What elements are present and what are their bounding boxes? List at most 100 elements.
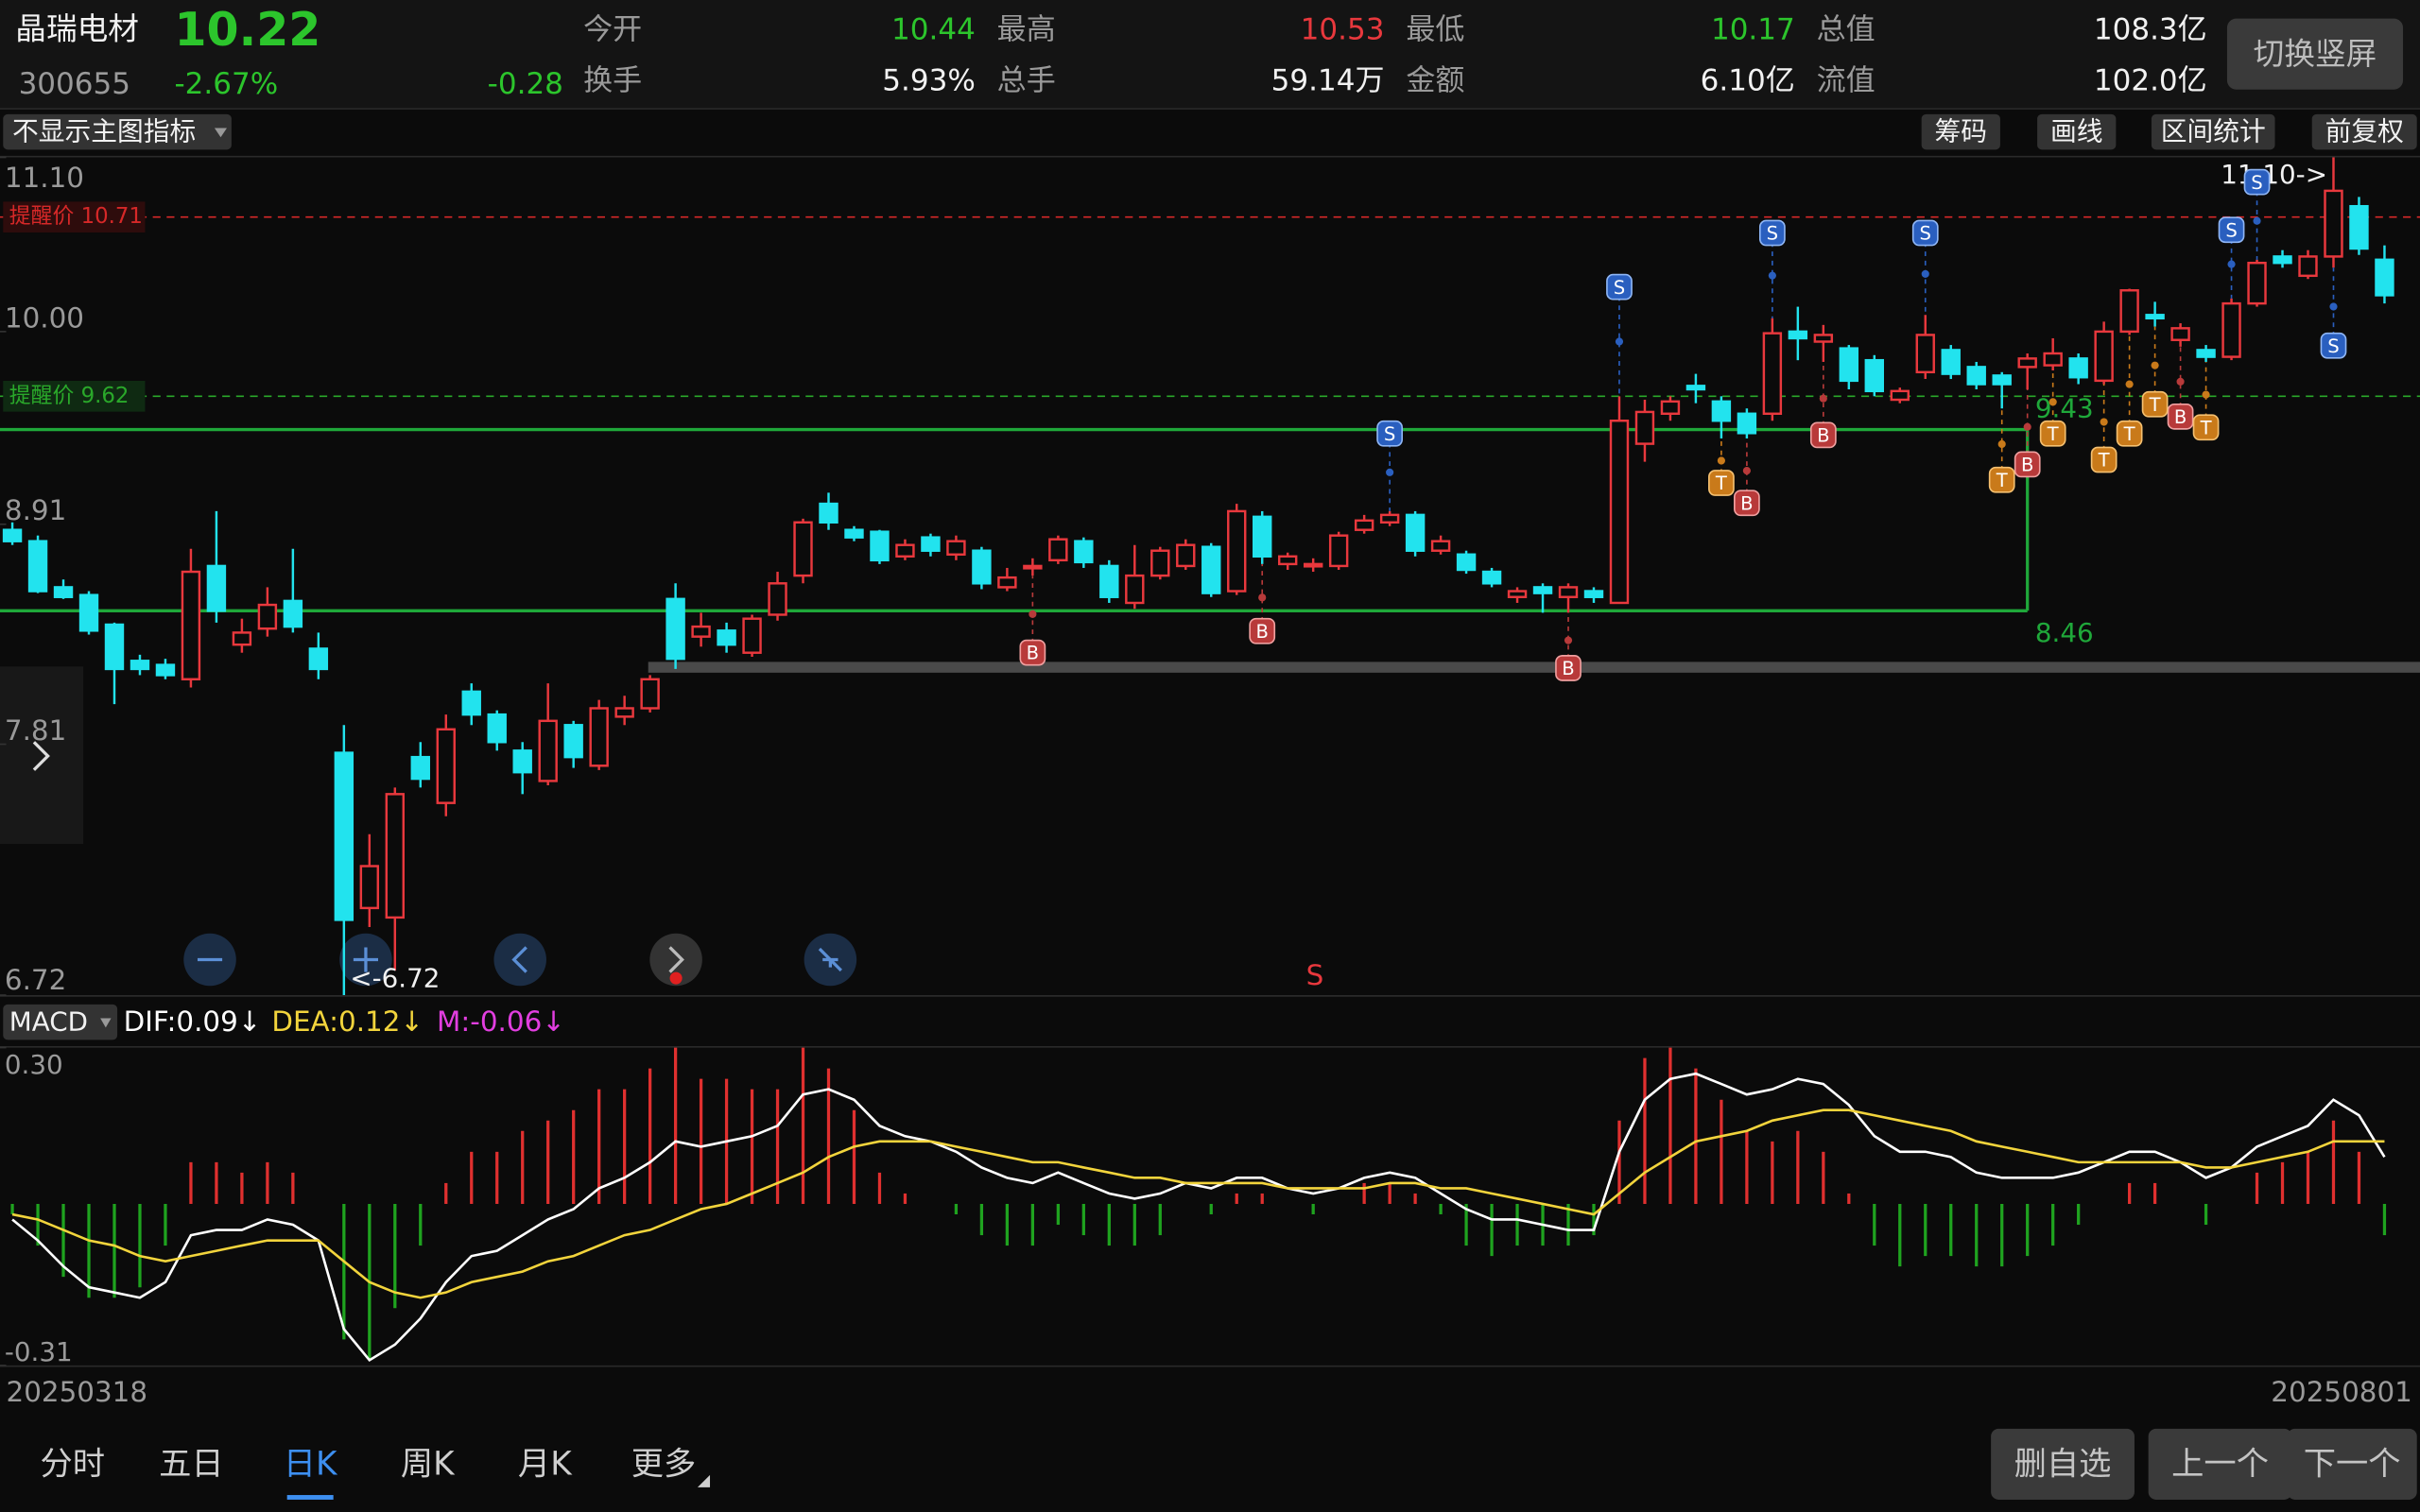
candle-body xyxy=(614,707,634,718)
stat-value: 5.93% xyxy=(882,64,976,98)
signal-label: B xyxy=(1255,621,1268,643)
stat-value: 102.0亿 xyxy=(2094,64,2207,98)
signal-label: T xyxy=(2200,417,2213,438)
signal-label: S xyxy=(1614,277,1625,299)
action-button[interactable] xyxy=(2148,1428,2292,1500)
stat-label: 金额 xyxy=(1406,64,1464,98)
signal-badge xyxy=(2320,332,2347,359)
signal-badge xyxy=(1809,421,1837,449)
candle-body xyxy=(1711,400,1732,422)
candle-body xyxy=(181,570,201,680)
candle-body xyxy=(53,586,74,598)
action-button[interactable] xyxy=(1991,1428,2135,1500)
candle-body xyxy=(1788,330,1808,340)
reminder-label-bg xyxy=(3,380,146,412)
candle-body xyxy=(589,707,609,767)
macd-line xyxy=(11,1108,2385,1299)
signal-dot xyxy=(2329,302,2338,311)
legend-entry: DEA:0.12↓ xyxy=(271,1005,424,1038)
orientation-button[interactable] xyxy=(2226,18,2404,90)
candle-body xyxy=(1456,553,1477,572)
orientation-button-label: 切换竖屏 xyxy=(2254,36,2377,72)
max-price-label: 11.10-> xyxy=(2221,159,2327,190)
signal-dot xyxy=(1921,269,1929,278)
y-tick-label: 0.30 xyxy=(5,1049,63,1080)
signal-badge xyxy=(1376,420,1404,447)
action-button[interactable] xyxy=(2287,1428,2417,1500)
period-tab[interactable]: 日K xyxy=(284,1446,338,1484)
signal-badge xyxy=(1019,639,1046,666)
signal-dot xyxy=(2176,377,2185,386)
stat-label: 今开 xyxy=(583,13,642,47)
stat-label: 总值 xyxy=(1817,13,1876,47)
candle-body xyxy=(2247,261,2267,305)
chevron-icon xyxy=(32,741,50,771)
candle-body xyxy=(1737,412,1757,435)
signal-dot xyxy=(1028,610,1037,618)
toolbar-button[interactable] xyxy=(2311,113,2417,150)
signal-badge xyxy=(2167,403,2194,430)
stat-value: 108.3亿 xyxy=(2094,13,2207,47)
candle-body xyxy=(870,530,890,562)
candle-body xyxy=(640,678,660,710)
candle-body xyxy=(1303,562,1323,568)
support-band xyxy=(648,662,2420,673)
signal-badge xyxy=(1708,470,1735,496)
signal-badge xyxy=(1555,655,1582,681)
scroll-right-button[interactable] xyxy=(649,933,702,987)
candle-body xyxy=(334,751,354,921)
signal-badge xyxy=(1988,466,2015,493)
candle-body xyxy=(1328,534,1349,568)
toolbar-button[interactable] xyxy=(1921,113,2000,150)
reminder-label: 提醒价 9.62 xyxy=(9,384,130,408)
signal-dot xyxy=(1742,467,1751,475)
x-tick-label: 20250318 xyxy=(7,1376,148,1408)
indicator-select[interactable] xyxy=(3,1004,118,1040)
scroll-left-button[interactable] xyxy=(493,933,546,987)
candle-body xyxy=(1481,570,1502,585)
indicator-menu-label: 不显示主图指标 xyxy=(12,115,196,146)
header-bg xyxy=(0,0,2420,109)
candle-body xyxy=(2043,352,2063,367)
candle-body xyxy=(921,536,941,552)
signal-label: S xyxy=(1767,223,1778,245)
signal-badge xyxy=(1249,617,1276,644)
signal-dot xyxy=(2023,422,2031,431)
signal-label: B xyxy=(2021,455,2033,476)
period-tab[interactable]: 更多 xyxy=(631,1446,697,1484)
signal-dot xyxy=(2048,398,2057,406)
candle-body xyxy=(1227,509,1247,593)
stock-name: 晶瑞电材 xyxy=(15,11,139,47)
indicator-menu[interactable] xyxy=(3,113,232,150)
stat-value: 10.53 xyxy=(1301,13,1385,47)
candle-body xyxy=(2017,357,2037,369)
change-amount: -0.28 xyxy=(488,67,563,101)
signal-dot xyxy=(1386,468,1394,476)
indicator-name: MACD xyxy=(9,1005,88,1037)
candle-body xyxy=(1609,419,1630,605)
period-tab[interactable]: 五日 xyxy=(159,1446,224,1484)
candle-body xyxy=(104,623,125,671)
candle-body xyxy=(1685,385,1706,391)
candle-body xyxy=(1277,555,1298,566)
signal-label: T xyxy=(2098,450,2111,472)
toolbar-button[interactable] xyxy=(2037,113,2117,150)
stat-label: 最高 xyxy=(997,13,1056,47)
candle-body xyxy=(257,603,278,630)
side-panel-toggle[interactable] xyxy=(0,666,84,845)
signal-dot xyxy=(2227,260,2236,268)
candle-body xyxy=(2119,289,2139,334)
dropdown-icon xyxy=(214,128,227,138)
candle-body xyxy=(1048,538,1068,562)
signal-label: S xyxy=(1920,223,1931,245)
period-tab[interactable]: 分时 xyxy=(40,1446,105,1484)
toolbar-button[interactable] xyxy=(2151,113,2275,150)
candle-body xyxy=(1839,347,1859,383)
candle-body xyxy=(2273,255,2292,265)
period-tab[interactable]: 月K xyxy=(518,1446,573,1484)
candle-body xyxy=(1583,590,1604,598)
candle-body xyxy=(666,597,685,661)
period-tab[interactable]: 周K xyxy=(401,1446,456,1484)
candle-body xyxy=(768,582,787,616)
